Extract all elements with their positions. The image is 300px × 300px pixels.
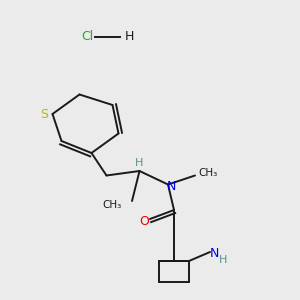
Text: CH₃: CH₃	[198, 168, 217, 178]
Text: Cl: Cl	[81, 30, 93, 43]
Text: N: N	[210, 247, 219, 260]
Text: CH₃: CH₃	[102, 200, 122, 210]
Text: H: H	[135, 158, 144, 169]
Text: H: H	[124, 30, 134, 43]
Text: S: S	[40, 108, 48, 121]
Text: O: O	[140, 215, 149, 228]
Text: H: H	[219, 255, 227, 266]
Text: N: N	[167, 179, 176, 193]
